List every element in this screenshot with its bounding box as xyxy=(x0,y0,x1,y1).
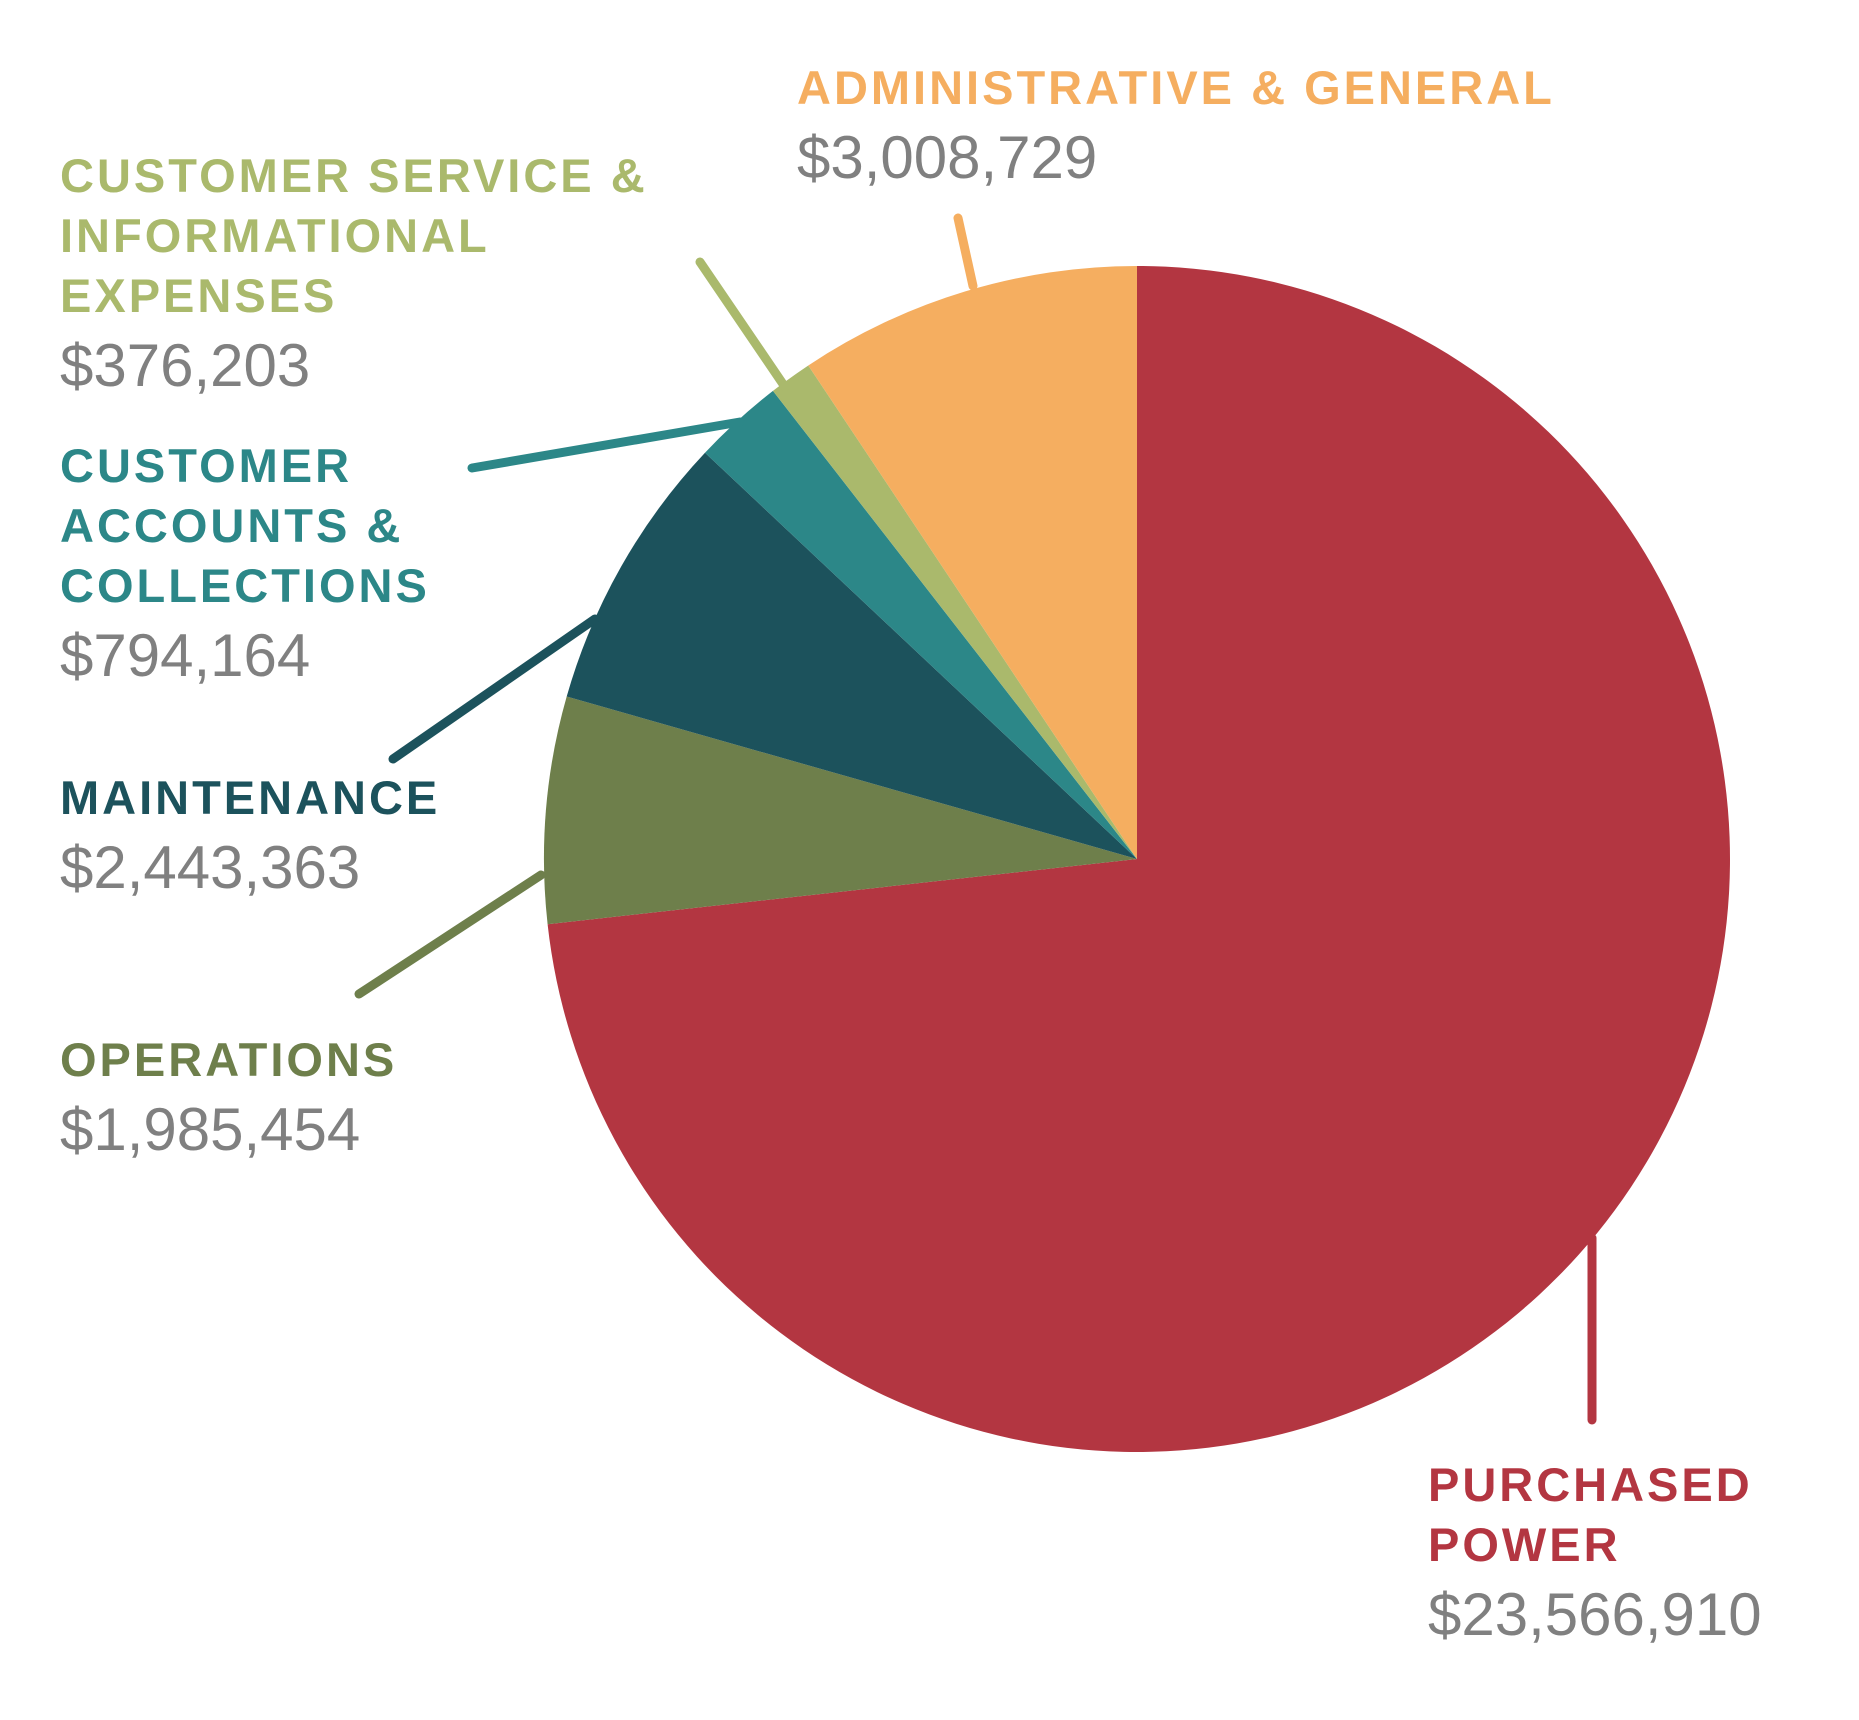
slice-label: CUSTOMER ACCOUNTS & COLLECTIONS $794,164 xyxy=(60,436,530,692)
category-name: MAINTENANCE xyxy=(60,771,441,824)
pie-slice xyxy=(705,390,1137,859)
slice-label: MAINTENANCE $2,443,363 xyxy=(60,768,760,904)
pie-slice xyxy=(566,452,1137,859)
slice-label: CUSTOMER SERVICE & INFORMATIONAL EXPENSE… xyxy=(60,146,710,402)
value-label: $23,566,910 xyxy=(1428,1581,1762,1648)
pie-slice xyxy=(547,266,1731,1452)
leader-line xyxy=(467,417,745,473)
value-label: $1,985,454 xyxy=(60,1096,361,1163)
leader-line xyxy=(388,614,600,764)
value-label: $376,203 xyxy=(60,332,311,399)
category-name: OPERATIONS xyxy=(60,1033,398,1086)
slice-label: OPERATIONS $1,985,454 xyxy=(60,1030,760,1166)
value-label: $2,443,363 xyxy=(60,834,361,901)
category-name: CUSTOMER SERVICE & INFORMATIONAL EXPENSE… xyxy=(60,149,648,322)
value-label: $3,008,729 xyxy=(797,124,1098,191)
pie-slice xyxy=(808,266,1137,859)
category-name: ADMINISTRATIVE & GENERAL xyxy=(797,61,1555,114)
leader-line xyxy=(695,257,790,392)
leader-line xyxy=(354,870,546,999)
slice-label: ADMINISTRATIVE & GENERAL $3,008,729 xyxy=(797,58,1747,194)
pie-slice xyxy=(544,696,1137,925)
category-name: PURCHASED POWER xyxy=(1428,1458,1753,1571)
slice-label: PURCHASED POWER $23,566,910 xyxy=(1428,1455,1848,1651)
leader-line xyxy=(953,213,978,291)
category-name: CUSTOMER ACCOUNTS & COLLECTIONS xyxy=(60,439,430,612)
value-label: $794,164 xyxy=(60,622,311,689)
pie-slice xyxy=(772,365,1137,859)
